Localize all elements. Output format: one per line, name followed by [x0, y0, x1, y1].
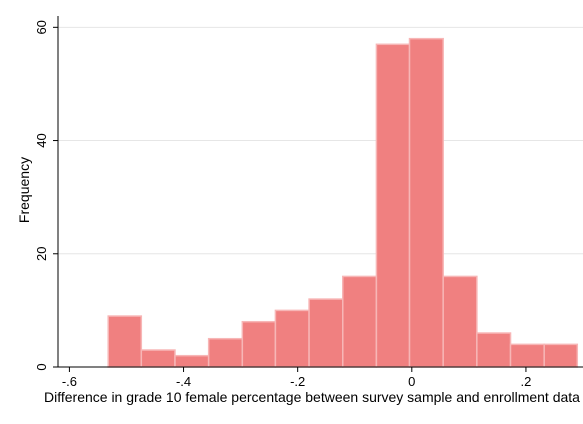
histogram-bar [476, 332, 512, 368]
y-tick-label: 20 [34, 247, 49, 261]
histogram-bar [342, 275, 378, 368]
x-tick-label: 0 [408, 374, 415, 389]
histogram-bar [174, 354, 210, 368]
tick-labels: 0 20 40 60 -.6 -.4 -.2 0 .2 [34, 20, 531, 389]
x-tick-label: .2 [521, 374, 532, 389]
histogram-bar [442, 275, 478, 368]
histogram-bar [543, 343, 579, 368]
histogram-bar [207, 337, 244, 368]
y-tick-label: 40 [34, 133, 49, 147]
histogram-bar [274, 309, 310, 368]
y-tick-label: 60 [34, 20, 49, 34]
x-tick-label: -.6 [62, 374, 77, 389]
histogram-bar [140, 349, 176, 368]
y-axis-title: Frequency [16, 157, 32, 223]
x-tick-label: -.4 [176, 374, 191, 389]
y-tick-label: 0 [34, 363, 49, 370]
histogram-bar [241, 320, 277, 368]
axes [53, 16, 583, 372]
histogram-bar [308, 298, 344, 368]
x-tick-label: -.2 [290, 374, 305, 389]
histogram-bar [408, 37, 444, 368]
histogram-bars [107, 37, 579, 368]
x-axis-title: Difference in grade 10 female percentage… [44, 389, 580, 405]
histogram-bar [375, 43, 411, 368]
histogram-bar [509, 343, 545, 368]
grid-lines [58, 26, 583, 255]
histogram-bar [107, 315, 143, 368]
